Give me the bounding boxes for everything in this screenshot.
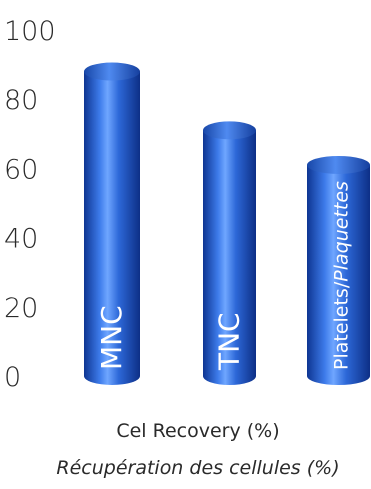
- bar-mnc: MNC: [84, 62, 140, 385]
- bars: MNC TNC Platelets/Plaquettes: [84, 62, 370, 385]
- bar-body: [203, 130, 256, 385]
- x-axis-label-fr: Récupération des cellules (%): [56, 457, 339, 479]
- bar-cap: [203, 121, 256, 140]
- y-tick-label: 80: [4, 85, 38, 116]
- bar-tnc: TNC: [203, 121, 256, 385]
- bar-cap: [84, 62, 140, 81]
- y-tick-label: 100: [4, 16, 56, 47]
- bar-category-label: TNC: [213, 312, 246, 371]
- y-tick-label: 0: [4, 362, 21, 393]
- y-tick-label: 40: [4, 224, 38, 255]
- bar-body: [307, 164, 370, 385]
- y-axis-ticks: 0 20 40 60 80 100: [4, 16, 56, 393]
- x-axis-label: Cel Recovery (%): [116, 420, 279, 442]
- y-tick-label: 20: [4, 293, 38, 324]
- bar-body: [84, 71, 140, 385]
- bar-category-label: Platelets/Plaquettes: [331, 181, 353, 370]
- bar-platelets-plaquettes: Platelets/Plaquettes: [307, 155, 370, 385]
- bar-cap: [307, 155, 370, 174]
- y-tick-label: 60: [4, 154, 38, 185]
- bar-category-label: MNC: [95, 305, 128, 370]
